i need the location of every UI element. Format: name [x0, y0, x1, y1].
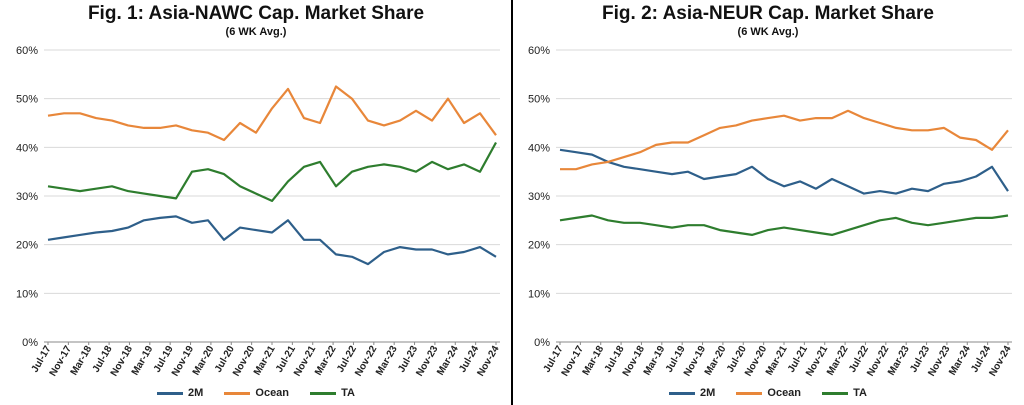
- y-tick-label: 30%: [16, 191, 38, 203]
- chart-legend: 2M Ocean TA: [0, 386, 512, 399]
- chart-title: Fig. 2: Asia-NEUR Cap. Market Share: [602, 3, 934, 24]
- legend-item-2m: 2M: [669, 387, 715, 399]
- legend-label: Ocean: [767, 387, 802, 399]
- legend-swatch: [224, 391, 251, 395]
- y-tick-label: 40%: [528, 142, 550, 154]
- legend-swatch: [669, 391, 696, 395]
- legend-label: TA: [853, 387, 867, 399]
- series-line-ta: [47, 141, 497, 202]
- legend-swatch: [157, 391, 184, 395]
- y-tick-label: 50%: [528, 94, 550, 106]
- legend-item-ocean: Ocean: [224, 387, 289, 399]
- chart-title: Fig. 1: Asia-NAWC Cap. Market Share: [87, 3, 425, 24]
- legend-item-ta: TA: [310, 387, 355, 399]
- legend-item-ta: TA: [822, 387, 867, 399]
- y-tick-label: 60%: [16, 45, 38, 57]
- legend-swatch: [310, 391, 337, 395]
- series-line-ocean: [560, 109, 1009, 171]
- y-tick-label: 30%: [528, 191, 550, 203]
- series-line-2m: [47, 215, 497, 266]
- series-line-2m: [559, 148, 1009, 195]
- legend-label: 2M: [700, 387, 716, 399]
- legend-swatch: [822, 391, 849, 395]
- y-tick-label: 10%: [528, 288, 550, 300]
- y-tick-label: 0%: [22, 337, 38, 349]
- chart-subtitle: (6 WK Avg.): [225, 26, 287, 38]
- chart-subtitle: (6 WK Avg.): [737, 26, 799, 38]
- y-tick-label: 50%: [16, 94, 38, 106]
- y-tick-label: 40%: [16, 142, 38, 154]
- y-tick-label: 20%: [16, 240, 38, 252]
- series-line-ocean: [47, 85, 497, 142]
- y-tick-label: 10%: [16, 288, 38, 300]
- y-tick-label: 20%: [528, 240, 550, 252]
- legend-label: 2M: [188, 387, 204, 399]
- legend-label: Ocean: [255, 387, 290, 399]
- chart-panel-asia-nawc: Fig. 1: Asia-NAWC Cap. Market Share (6 W…: [0, 3, 512, 399]
- legend-swatch: [736, 391, 763, 395]
- chart-panel-asia-neur: Fig. 2: Asia-NEUR Cap. Market Share (6 W…: [512, 0, 1024, 405]
- chart-plot: 0%10%20%30%40%50%60%Jul-17Nov-17Mar-18Ju…: [528, 45, 1014, 378]
- y-tick-label: 0%: [534, 337, 550, 349]
- chart-legend: 2M Ocean TA: [512, 386, 1024, 399]
- legend-item-ocean: Ocean: [736, 387, 801, 399]
- panel-divider: [511, 0, 513, 405]
- chart-plot: 0%10%20%30%40%50%60%Jul-17Nov-17Mar-18Ju…: [16, 45, 502, 378]
- series-line-ta: [559, 214, 1009, 236]
- legend-label: TA: [341, 387, 355, 399]
- y-tick-label: 60%: [528, 45, 550, 57]
- legend-item-2m: 2M: [157, 387, 203, 399]
